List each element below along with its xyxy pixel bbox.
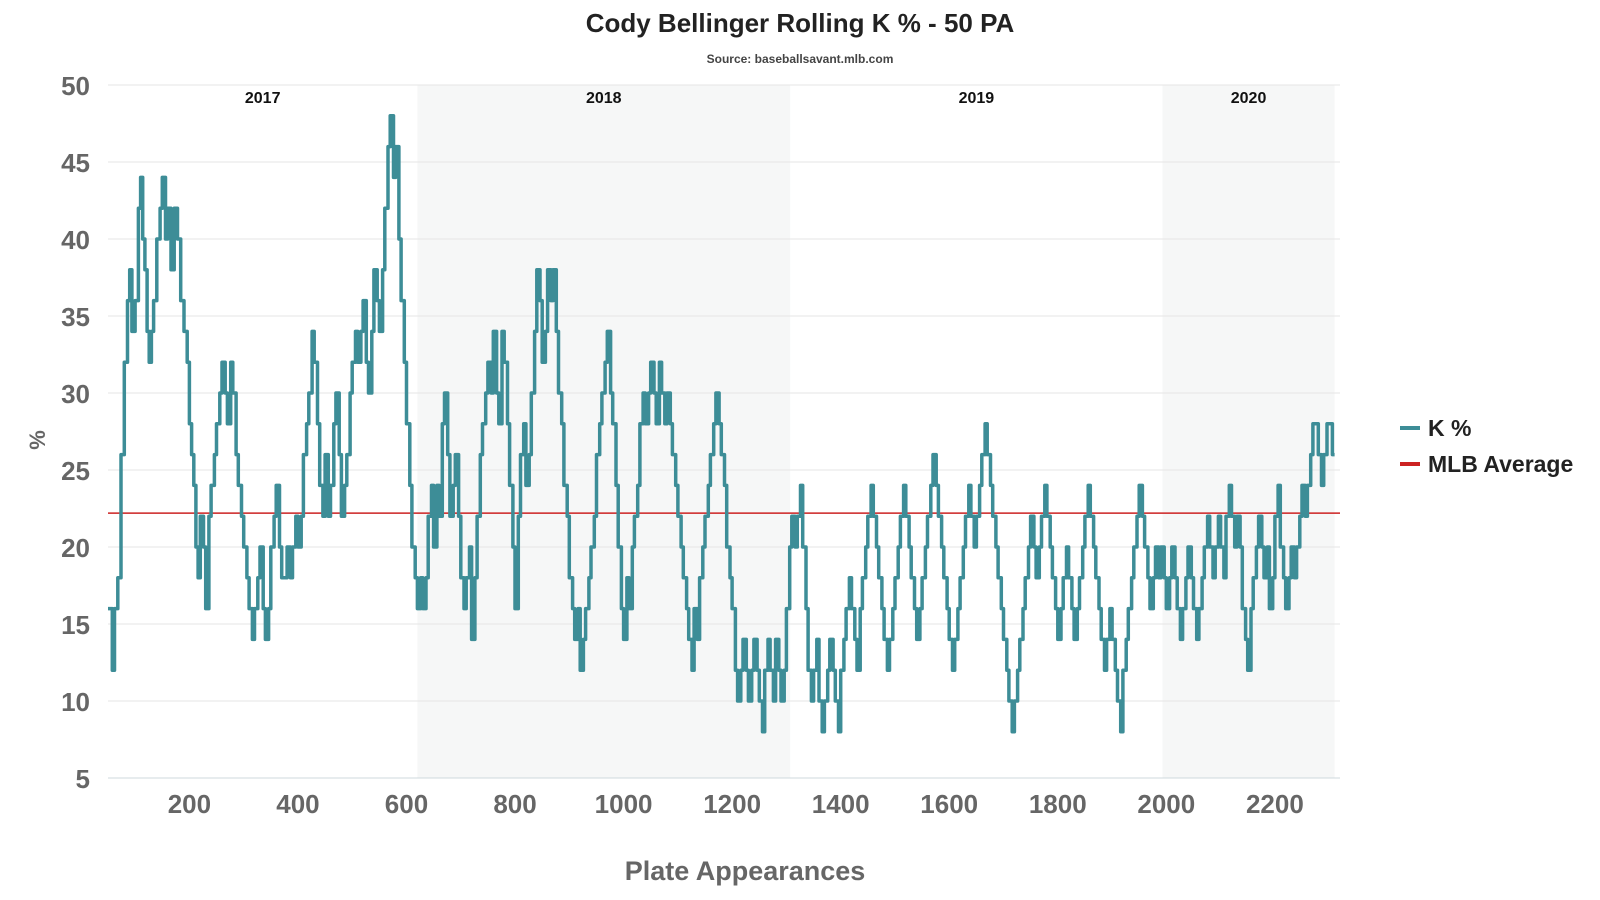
x-tick-label: 600 bbox=[385, 789, 428, 819]
y-tick-label: 45 bbox=[61, 148, 90, 178]
x-tick-label: 2200 bbox=[1246, 789, 1304, 819]
y-tick-label: 20 bbox=[61, 533, 90, 563]
x-tick-label: 1600 bbox=[920, 789, 978, 819]
y-tick-label: 10 bbox=[61, 687, 90, 717]
x-tick-label: 400 bbox=[276, 789, 319, 819]
y-tick-label: 50 bbox=[61, 71, 90, 101]
x-tick-label: 1200 bbox=[703, 789, 761, 819]
y-tick-label: 5 bbox=[76, 764, 90, 794]
x-tick-label: 200 bbox=[168, 789, 211, 819]
legend-item-k-pct: K % bbox=[1400, 410, 1573, 446]
season-label-2017: 2017 bbox=[245, 90, 281, 107]
x-tick-label: 1400 bbox=[812, 789, 870, 819]
season-bands bbox=[417, 85, 1335, 778]
season-labels: 2017 2018 2019 2020 bbox=[245, 90, 1267, 107]
chart-title: Cody Bellinger Rolling K % - 50 PA bbox=[585, 8, 1015, 38]
season-band-2020 bbox=[1162, 85, 1335, 778]
y-tick-label: 40 bbox=[61, 225, 90, 255]
y-tick-label: 30 bbox=[61, 379, 90, 409]
x-tick-label: 1000 bbox=[595, 789, 653, 819]
legend: K % MLB Average bbox=[1400, 410, 1573, 482]
x-tick-label: 800 bbox=[493, 789, 536, 819]
y-tick-label: 25 bbox=[61, 456, 90, 486]
x-axis-label: Plate Appearances bbox=[625, 856, 866, 886]
season-band-2018 bbox=[417, 85, 791, 778]
legend-label: K % bbox=[1428, 414, 1472, 441]
x-axis-ticks: 200 400 600 800 1000 1200 1400 1600 1800 2000 2200 bbox=[168, 789, 1304, 819]
series-line-k-pct bbox=[108, 114, 1335, 734]
season-label-2018: 2018 bbox=[586, 90, 622, 107]
y-axis-label: % bbox=[25, 430, 50, 450]
x-tick-label: 1800 bbox=[1029, 789, 1087, 819]
season-label-2020: 2020 bbox=[1231, 90, 1267, 107]
series-group bbox=[108, 114, 1335, 734]
legend-label: MLB Average bbox=[1428, 450, 1574, 477]
x-tick-label: 2000 bbox=[1137, 789, 1195, 819]
chart-subtitle: Source: baseballsavant.mlb.com bbox=[706, 52, 894, 66]
legend-swatch bbox=[1400, 462, 1420, 466]
y-tick-label: 15 bbox=[61, 610, 90, 640]
y-tick-label: 35 bbox=[61, 302, 90, 332]
legend-swatch bbox=[1400, 426, 1420, 430]
season-label-2019: 2019 bbox=[959, 90, 995, 107]
y-axis-ticks: 5 10 15 20 25 30 35 40 45 50 bbox=[61, 71, 90, 794]
legend-item-mlb-average: MLB Average bbox=[1400, 446, 1573, 482]
